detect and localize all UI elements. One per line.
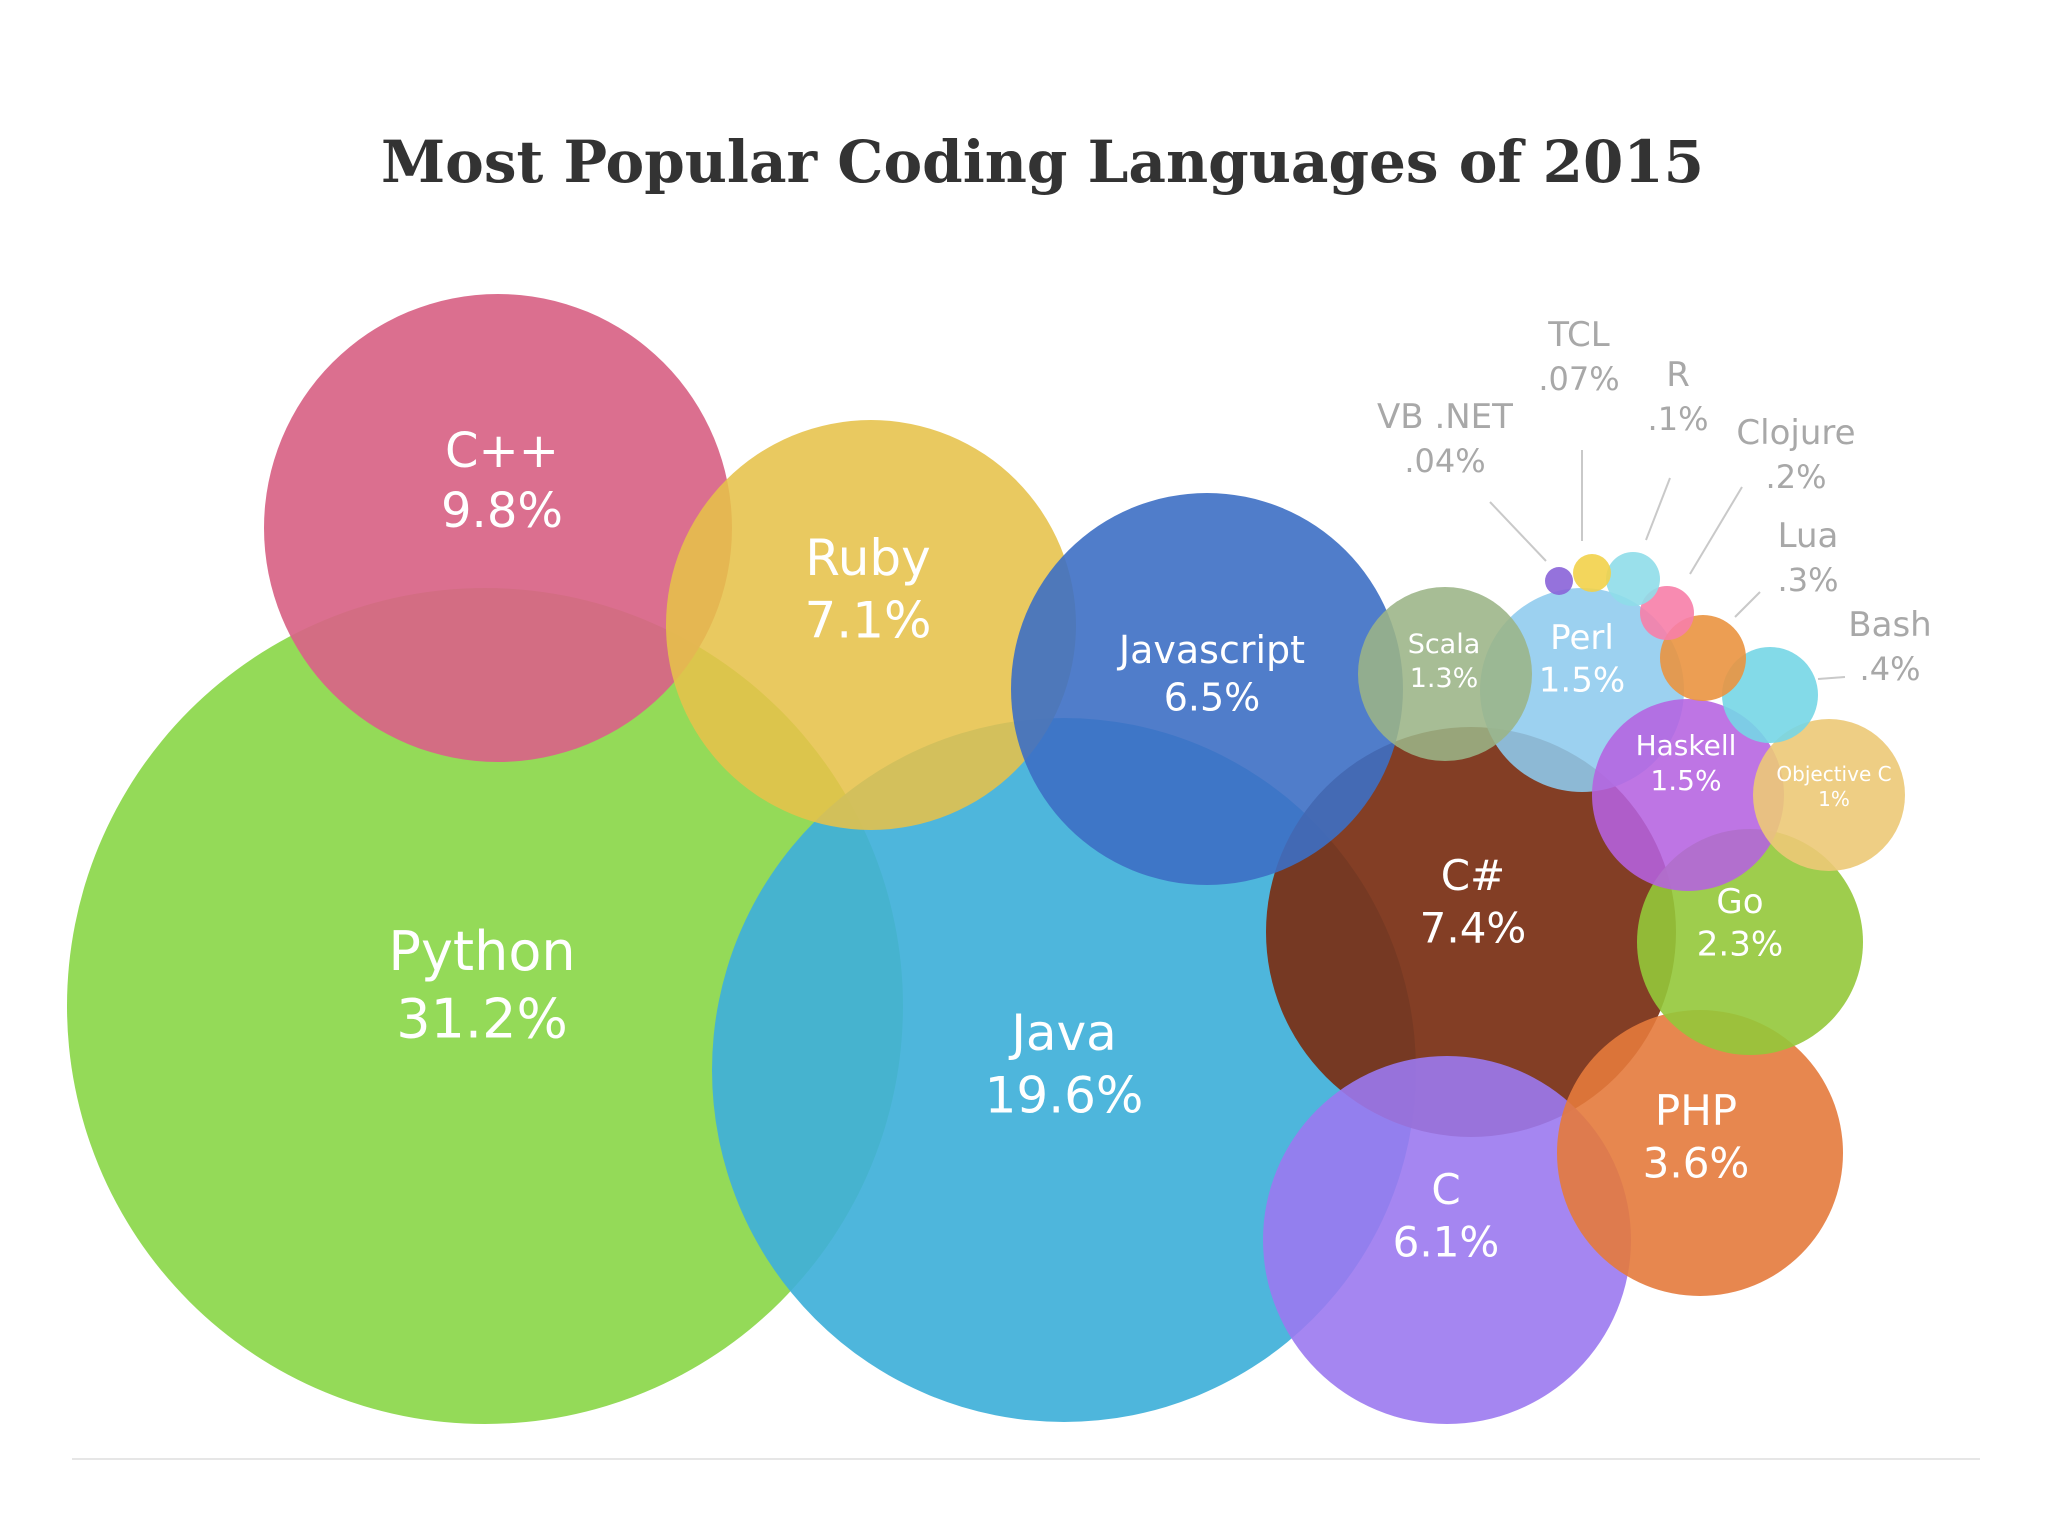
label-name-lua: Lua: [1778, 516, 1839, 556]
label-value-perl: 1.5%: [1539, 661, 1625, 701]
leader-line-vb-net: [1489, 501, 1547, 562]
label-name-r: R: [1666, 355, 1690, 395]
label-value-objective-c: 1%: [1818, 787, 1850, 811]
label-value-clojure: .2%: [1766, 458, 1827, 496]
label-value-scala: 1.3%: [1410, 663, 1479, 694]
bubbles: [67, 294, 1905, 1424]
bubble-ruby: [666, 420, 1076, 830]
label-name-tcl: TCL: [1547, 315, 1610, 355]
leader-line-clojure: [1689, 486, 1743, 575]
bubble-clojure: [1640, 586, 1694, 640]
label-value-ruby: 7.1%: [804, 592, 931, 650]
label-value-c: 9.8%: [441, 483, 563, 539]
label-name-go: Go: [1716, 882, 1763, 922]
bubble-python: [67, 588, 903, 1424]
bubble-objective-c: [1753, 719, 1905, 871]
bubble-php: [1557, 1010, 1843, 1296]
label-name-c: C: [1431, 1165, 1460, 1214]
label-value-r: .1%: [1648, 400, 1709, 438]
bubble-c: [1263, 1056, 1631, 1424]
label-value-go: 2.3%: [1697, 925, 1783, 965]
label-name-java: Java: [1008, 1004, 1117, 1062]
label-name-c: C++: [445, 423, 559, 479]
label-name-python: Python: [388, 920, 575, 983]
label-value-tcl: .07%: [1538, 360, 1619, 398]
label-name-bash: Bash: [1848, 605, 1931, 645]
label-name-scala: Scala: [1408, 629, 1481, 660]
label-name-objective-c: Objective C: [1776, 762, 1891, 786]
bubble-javascript: [1011, 493, 1403, 885]
leader-line-bash: [1817, 676, 1846, 680]
label-value-javascript: 6.5%: [1164, 676, 1261, 720]
label-name-vb-net: VB .NET: [1377, 397, 1513, 437]
bubble-vb-net: [1545, 567, 1573, 595]
leader-line-r: [1645, 477, 1671, 541]
label-name-php: PHP: [1655, 1086, 1737, 1135]
label-value-bash: .4%: [1860, 650, 1921, 688]
label-value-php: 3.6%: [1643, 1139, 1750, 1188]
label-value-vb-net: .04%: [1404, 442, 1485, 480]
label-name-c: C#: [1441, 851, 1506, 900]
bubble-r: [1606, 552, 1660, 606]
leader-line-lua: [1734, 591, 1761, 618]
bubble-lua: [1660, 615, 1746, 701]
label-value-c: 7.4%: [1420, 904, 1527, 953]
label-value-java: 19.6%: [985, 1067, 1144, 1125]
label-name-perl: Perl: [1550, 618, 1614, 658]
bubble-haskell: [1592, 699, 1784, 891]
label-value-haskell: 1.5%: [1650, 764, 1721, 797]
label-value-python: 31.2%: [396, 988, 568, 1051]
baseline-divider: [72, 1458, 1980, 1460]
bubble-c: [1266, 727, 1676, 1137]
bubble-bash: [1722, 647, 1818, 743]
bubble-tcl: [1573, 554, 1611, 592]
label-name-ruby: Ruby: [805, 529, 931, 587]
bubble-c: [264, 294, 732, 762]
label-name-clojure: Clojure: [1736, 413, 1855, 453]
bubble-scala: [1358, 587, 1532, 761]
bubble-java: [712, 718, 1416, 1422]
label-name-haskell: Haskell: [1636, 729, 1737, 762]
label-name-javascript: Javascript: [1117, 628, 1305, 672]
label-value-c: 6.1%: [1393, 1218, 1500, 1267]
chart-title: Most Popular Coding Languages of 2015: [380, 128, 1705, 196]
label-value-lua: .3%: [1778, 561, 1839, 599]
